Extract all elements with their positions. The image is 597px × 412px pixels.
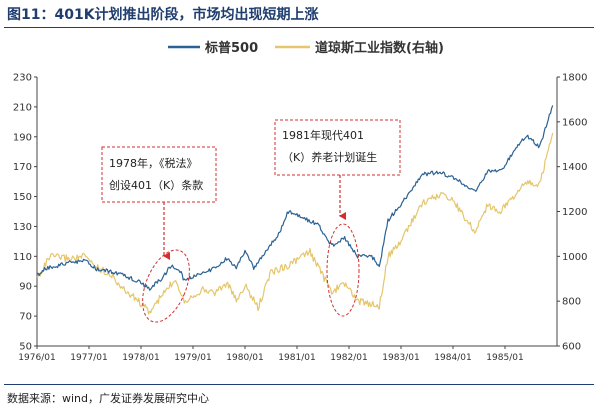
- y-left-tick-label: 110: [13, 252, 32, 263]
- y-right-tick-label: 800: [562, 297, 581, 308]
- y-left-tick-label: 50: [19, 342, 32, 353]
- annotation-layer: 1978年，《税法》创设401（K）条款 1981年现代401 （K）养老计划诞生: [101, 119, 401, 323]
- annotation-box-1981: [274, 119, 401, 176]
- legend-label-dow: 道琼斯工业指数(右轴): [315, 40, 444, 56]
- y-left-tick-label: 70: [19, 312, 32, 323]
- x-tick-label: 1985/01: [486, 353, 523, 363]
- y-right-tick-label: 1800: [562, 73, 587, 84]
- highlight-ellipse-1978: [142, 249, 190, 323]
- x-tick-label: 1978/01: [122, 353, 159, 363]
- y-left-tick-label: 150: [13, 192, 32, 203]
- annotation-text-1978-line2: 创设401（K）条款: [109, 178, 203, 192]
- y-right-tick-label: 1600: [562, 117, 587, 128]
- x-tick-label: 1979/01: [174, 353, 211, 363]
- source-note: 数据来源：wind，广发证券发展研究中心: [7, 392, 210, 405]
- x-tick-label: 1983/01: [382, 353, 419, 363]
- series-line-dow: [36, 132, 554, 315]
- chart-legend: 标普500 道琼斯工业指数(右轴): [168, 40, 444, 56]
- y-left-tick-label: 130: [13, 222, 32, 233]
- highlight-ellipse-1982: [326, 223, 360, 317]
- y-right-tick-label: 600: [562, 342, 581, 353]
- series-line-sp500: [36, 105, 554, 291]
- annotation-text-1981-line1: 1981年现代401: [282, 128, 364, 142]
- annotation-box-1978: [101, 146, 217, 203]
- y-left-tick-label: 190: [13, 132, 32, 143]
- x-tick-label: 1984/01: [434, 353, 471, 363]
- annotation-text-1978-line1: 1978年，《税法》: [109, 156, 198, 170]
- series-layer: [36, 105, 554, 315]
- y-left-tick-label: 230: [13, 73, 32, 84]
- y-left-tick-label: 210: [13, 102, 32, 113]
- figure-title: 图11：401K计划推出阶段，市场均出现短期上涨: [7, 7, 319, 23]
- x-tick-label: 1982/01: [330, 353, 367, 363]
- x-tick-label: 1977/01: [70, 353, 107, 363]
- y-right-tick-label: 1400: [562, 162, 587, 173]
- source-bar: 数据来源：wind，广发证券发展研究中心: [4, 384, 594, 405]
- x-tick-label: 1980/01: [226, 353, 263, 363]
- legend-label-sp500: 标普500: [204, 40, 258, 56]
- figure-title-bar: 图11：401K计划推出阶段，市场均出现短期上涨: [4, 0, 594, 28]
- annotation-text-1981-line2: （K）养老计划诞生: [282, 150, 377, 164]
- chart: 标普500 道琼斯工业指数(右轴) 50 70 90 110 130 150 170 190 21…: [13, 40, 588, 364]
- y-left-tick-label: 170: [13, 162, 32, 173]
- x-tick-label: 1976/01: [18, 353, 55, 363]
- y-right-tick-label: 1200: [562, 207, 587, 218]
- chart-axes: 50 70 90 110 130 150 170 190 210 230 600 800 1000 120…: [13, 73, 588, 364]
- x-tick-label: 1981/01: [278, 353, 315, 363]
- y-right-tick-label: 1000: [562, 252, 587, 263]
- y-left-tick-label: 90: [19, 282, 32, 293]
